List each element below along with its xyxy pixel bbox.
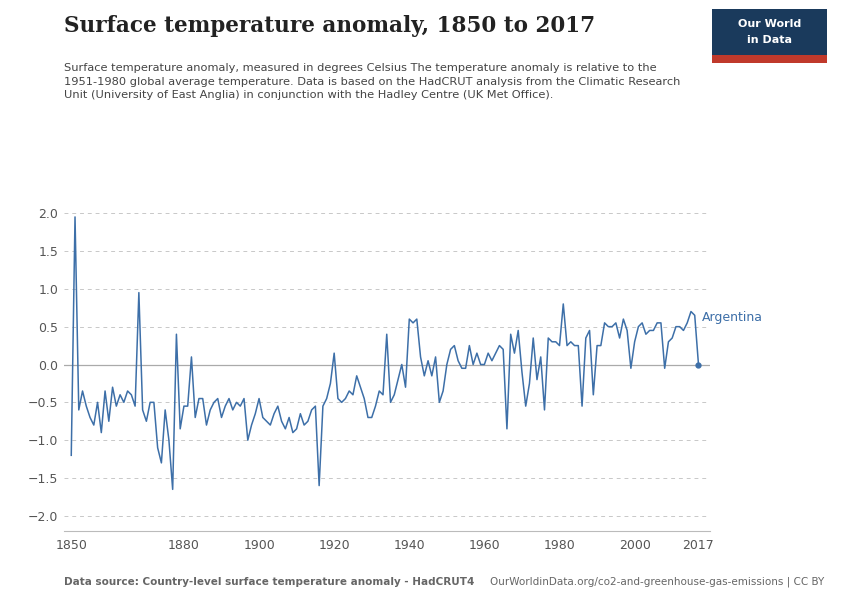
Bar (712, 55, 827, 63)
Text: Surface temperature anomaly, 1850 to 2017: Surface temperature anomaly, 1850 to 201… (64, 15, 595, 37)
Text: Argentina: Argentina (701, 311, 762, 324)
Text: Surface temperature anomaly, measured in degrees Celsius The temperature anomaly: Surface temperature anomaly, measured in… (64, 63, 680, 100)
Text: Our World: Our World (738, 19, 802, 29)
Text: Data source: Country-level surface temperature anomaly - HadCRUT4: Data source: Country-level surface tempe… (64, 577, 474, 587)
Text: OurWorldinData.org/co2-and-greenhouse-gas-emissions | CC BY: OurWorldinData.org/co2-and-greenhouse-ga… (490, 576, 824, 587)
Text: in Data: in Data (747, 35, 792, 46)
